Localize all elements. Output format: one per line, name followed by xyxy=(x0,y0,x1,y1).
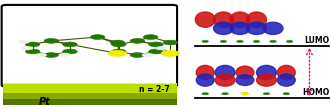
Circle shape xyxy=(253,40,260,43)
Bar xyxy=(3,99,177,105)
Circle shape xyxy=(44,53,59,57)
Circle shape xyxy=(25,42,40,47)
Circle shape xyxy=(149,42,163,47)
Circle shape xyxy=(161,50,180,56)
Circle shape xyxy=(112,49,126,54)
Circle shape xyxy=(149,49,163,54)
Ellipse shape xyxy=(277,74,295,86)
Circle shape xyxy=(130,53,145,57)
Circle shape xyxy=(286,40,293,43)
Ellipse shape xyxy=(257,65,276,80)
Circle shape xyxy=(130,38,145,43)
Circle shape xyxy=(90,35,105,39)
Text: HOMO: HOMO xyxy=(302,88,329,97)
Ellipse shape xyxy=(213,12,233,27)
Circle shape xyxy=(222,93,228,95)
Bar xyxy=(3,83,177,84)
FancyBboxPatch shape xyxy=(2,5,177,87)
Circle shape xyxy=(270,40,276,43)
Ellipse shape xyxy=(257,74,276,86)
Ellipse shape xyxy=(230,12,250,27)
Ellipse shape xyxy=(215,65,235,80)
Ellipse shape xyxy=(230,22,250,34)
Ellipse shape xyxy=(195,12,215,27)
Ellipse shape xyxy=(247,22,266,34)
Text: Pt: Pt xyxy=(39,97,51,107)
Circle shape xyxy=(220,40,227,43)
Circle shape xyxy=(110,40,125,45)
Circle shape xyxy=(23,46,33,50)
Ellipse shape xyxy=(236,66,254,79)
Circle shape xyxy=(263,93,270,95)
Ellipse shape xyxy=(277,65,295,80)
Circle shape xyxy=(36,53,47,57)
Circle shape xyxy=(19,40,30,43)
Ellipse shape xyxy=(236,75,254,85)
Circle shape xyxy=(242,93,248,95)
Circle shape xyxy=(241,92,249,95)
Circle shape xyxy=(283,93,290,95)
Circle shape xyxy=(25,49,40,54)
Bar xyxy=(3,93,177,100)
Ellipse shape xyxy=(247,12,266,27)
Circle shape xyxy=(44,38,59,43)
Circle shape xyxy=(202,93,209,95)
Circle shape xyxy=(156,46,166,50)
Ellipse shape xyxy=(263,22,283,34)
Circle shape xyxy=(108,50,127,56)
Ellipse shape xyxy=(215,74,235,86)
Circle shape xyxy=(237,40,243,43)
Text: n = 2-7: n = 2-7 xyxy=(139,85,170,94)
Circle shape xyxy=(143,35,158,39)
Circle shape xyxy=(202,40,209,43)
Circle shape xyxy=(163,40,178,45)
Circle shape xyxy=(63,49,77,54)
Circle shape xyxy=(63,42,77,47)
Circle shape xyxy=(60,53,70,56)
Text: LUMO: LUMO xyxy=(304,36,329,45)
Ellipse shape xyxy=(196,74,214,86)
Circle shape xyxy=(112,42,126,47)
Bar xyxy=(3,83,177,95)
Ellipse shape xyxy=(213,22,233,34)
Ellipse shape xyxy=(196,65,214,80)
Circle shape xyxy=(142,53,153,57)
